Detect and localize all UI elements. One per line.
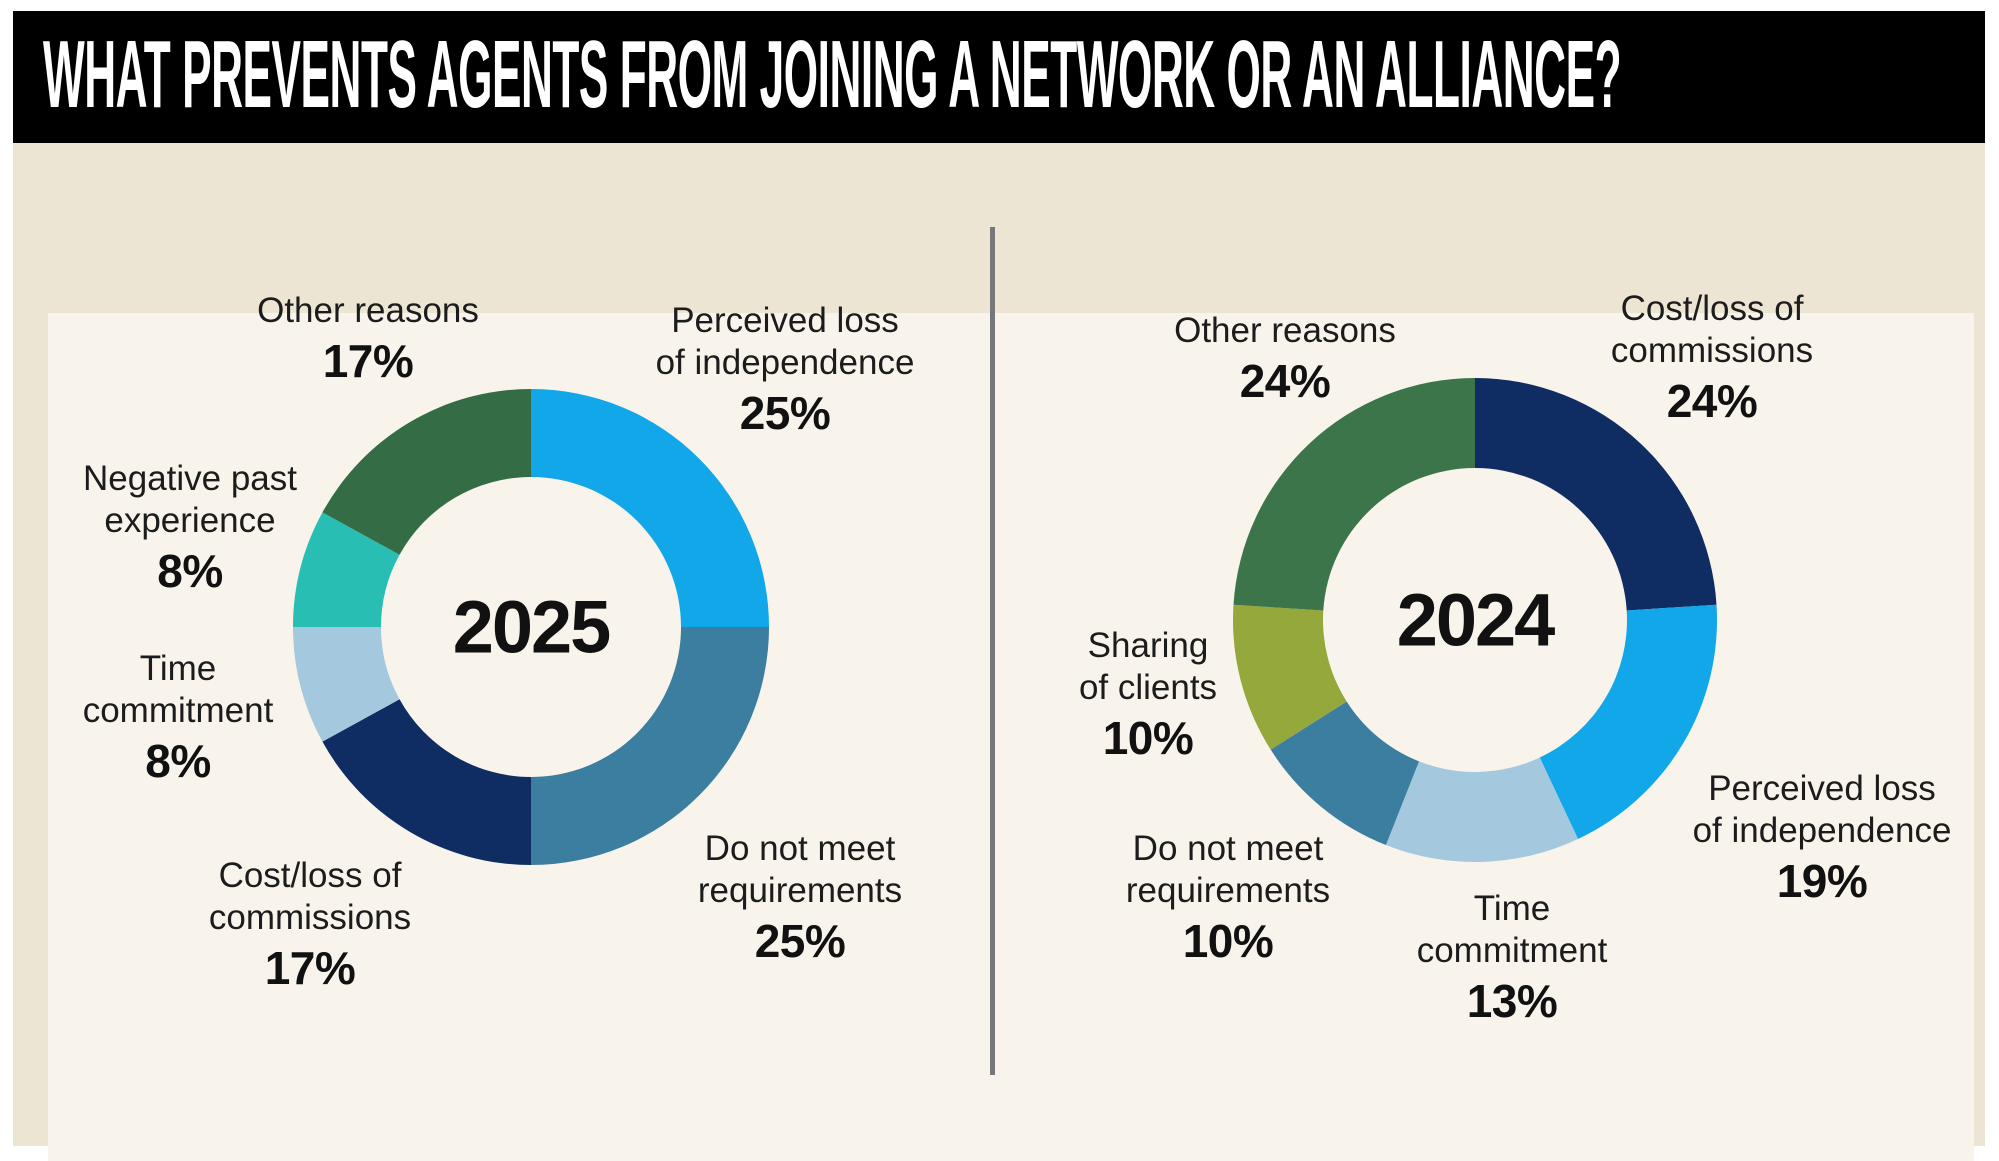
segment-2024-sharing-of-clients [1233, 604, 1347, 750]
segment-2025-cost-loss-of-commissions [322, 699, 531, 865]
segment-2024-other-reasons [1233, 377, 1475, 611]
segment-2025-time-commitment [293, 627, 400, 742]
page-title: WHAT PREVENTS AGENTS FROM JOINING A NETW… [43, 20, 1622, 128]
segment-2024-cost-loss-of-commissions [1475, 378, 1717, 611]
segment-2024-time-commitment [1385, 757, 1579, 863]
segment-2024-do-not-meet-requirements [1270, 701, 1420, 846]
segment-2024-perceived-loss-of-independence [1539, 604, 1717, 839]
vertical-divider [990, 227, 995, 1075]
title-bar: WHAT PREVENTS AGENTS FROM JOINING A NETW… [13, 11, 1985, 143]
segment-2025-perceived-loss-of-independence [531, 389, 769, 627]
segment-2025-negative-past-experience [292, 512, 400, 627]
segment-2025-do-not-meet-requirements [531, 627, 769, 865]
segment-2025-other-reasons [322, 389, 531, 555]
